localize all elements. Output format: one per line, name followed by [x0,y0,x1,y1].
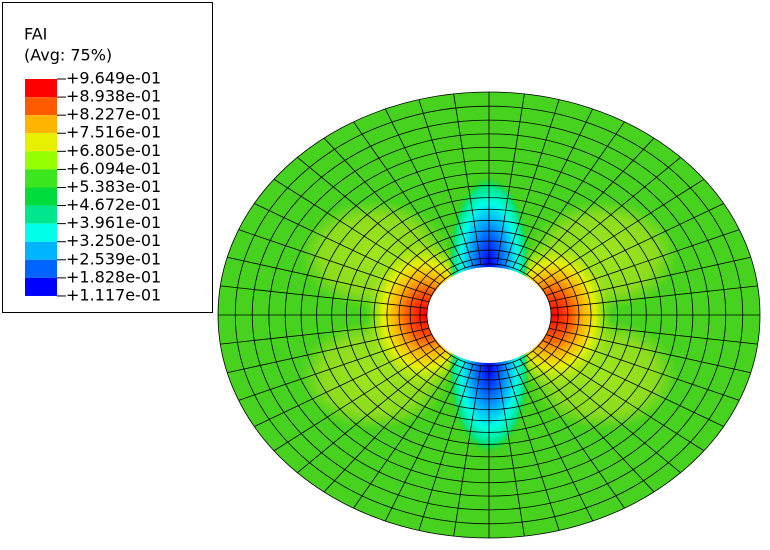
mesh-radial [418,364,474,531]
mesh-radial [353,358,459,509]
mesh-radial [273,178,440,285]
color-swatch [25,169,57,188]
color-swatch [25,97,57,116]
color-swatch [25,277,57,296]
mesh-radial [504,364,560,531]
contour-field [218,92,760,538]
mesh-radial [532,350,681,473]
mesh-radial [220,285,428,309]
color-swatch [25,205,57,224]
mesh-radial [542,203,724,290]
mesh-radial [550,285,758,309]
mesh-radial [220,321,428,345]
mesh-radial [548,327,751,374]
mesh-radial [254,340,436,427]
scale-label: +4.672e-01 [66,195,161,214]
legend-title: FAI [24,25,47,44]
mesh-radial [273,345,440,452]
scale-label: +7.516e-01 [66,123,161,142]
scale-label: +2.539e-01 [66,249,161,268]
mesh-radial [353,121,459,272]
mesh-radial [550,321,758,345]
mesh-radial [512,108,594,269]
mesh-radial [526,355,655,493]
mesh-radial [297,350,446,473]
scale-label: +3.961e-01 [66,213,161,232]
mesh-radial [453,365,482,537]
mesh-radial [504,99,560,266]
mesh-radial [254,203,436,290]
scale-label: +6.094e-01 [66,159,161,178]
mesh-radial [384,361,466,522]
mesh [217,91,761,539]
mesh-radial [496,93,525,265]
mesh-radial [453,93,482,265]
mesh-radial [297,157,446,280]
mesh-radial [546,229,740,296]
color-swatch [25,79,57,98]
scale-label: +1.828e-01 [66,267,161,286]
mesh-radial [548,256,751,303]
scale-label: +5.383e-01 [66,177,161,196]
color-swatch [25,151,57,170]
mesh-radial [519,121,625,272]
mesh-radial [532,157,681,280]
mesh-radial [538,345,705,452]
legend: FAI (Avg: 75%) +9.649e-01+8.938e-01+8.22… [2,2,213,313]
mesh-radial [538,178,705,285]
legend-subtitle: (Avg: 75%) [24,46,112,65]
color-swatch [25,223,57,242]
mesh-radial [496,365,525,537]
scale-label: +8.227e-01 [66,105,161,124]
mesh-radial [227,256,430,303]
mesh-radial [323,137,452,275]
mesh-radial [418,99,474,266]
mesh-radial [238,334,432,401]
color-swatch [25,133,57,152]
base-field [218,92,760,538]
color-swatch [25,241,57,260]
mesh-radial [512,361,594,522]
scale-label: +3.250e-01 [66,231,161,250]
scale-label: +6.805e-01 [66,141,161,160]
mesh-radial [323,355,452,493]
mesh-radial [384,108,466,269]
scale-label: +1.117e-01 [66,285,161,304]
color-scale: +9.649e-01+8.938e-01+8.227e-01+7.516e-01… [25,69,161,304]
color-swatch [25,259,57,278]
mesh-radial [238,229,432,296]
mesh-radial [526,137,655,275]
mesh-radial [227,327,430,374]
mesh-radial [542,340,724,427]
scale-label: +9.649e-01 [66,69,161,88]
scale-label: +8.938e-01 [66,87,161,106]
mesh-radial [519,358,625,509]
color-swatch [25,115,57,134]
color-swatch [25,187,57,206]
mesh-radial [546,334,740,401]
